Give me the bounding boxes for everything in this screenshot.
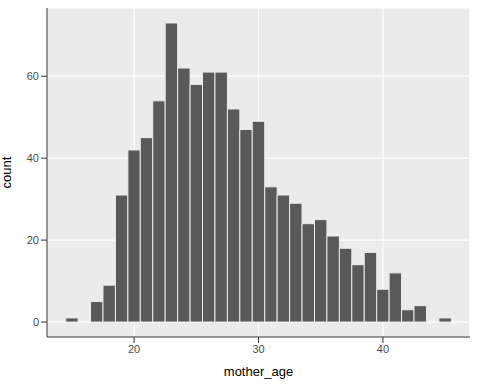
svg-text:40: 40 <box>27 152 39 164</box>
svg-text:60: 60 <box>27 70 39 82</box>
svg-text:20: 20 <box>27 234 39 246</box>
svg-text:count: count <box>8 156 14 188</box>
svg-text:40: 40 <box>377 343 389 355</box>
svg-text:20: 20 <box>128 343 140 355</box>
svg-text:mother_age: mother_age <box>224 364 293 379</box>
svg-text:0: 0 <box>33 316 39 328</box>
svg-text:30: 30 <box>252 343 264 355</box>
